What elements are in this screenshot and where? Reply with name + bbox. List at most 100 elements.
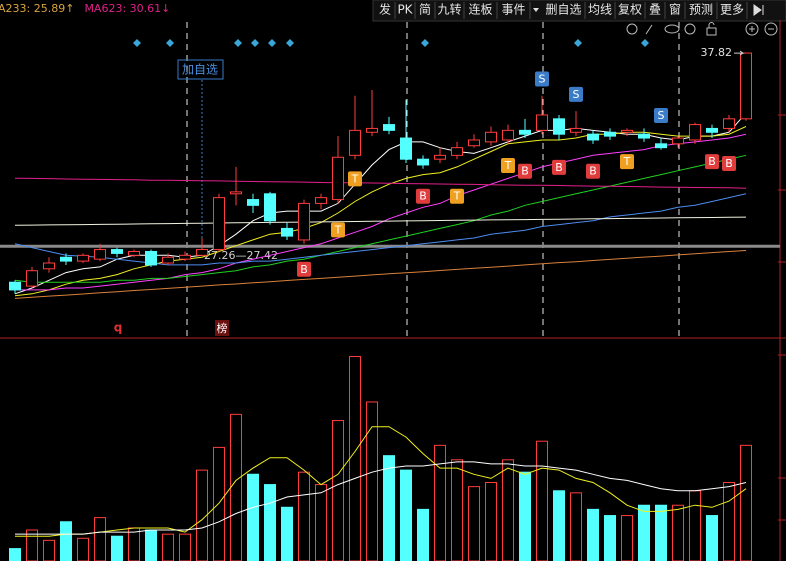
signal-label[interactable]: B xyxy=(521,165,529,178)
signal-label[interactable]: S xyxy=(539,72,546,85)
ma-line xyxy=(14,154,747,283)
watchlist-box[interactable] xyxy=(177,59,224,80)
signal-label[interactable]: B xyxy=(725,157,733,170)
rank-label[interactable]: 榜 xyxy=(217,321,228,335)
signal-marker[interactable]: B xyxy=(297,261,311,277)
toolbar-button[interactable]: 复权 xyxy=(618,3,642,17)
candle-body xyxy=(26,270,38,287)
candle-body xyxy=(672,137,684,145)
candle-body xyxy=(604,131,616,137)
signal-box[interactable] xyxy=(552,159,566,175)
volume-bar xyxy=(519,471,531,561)
toolbar-expand[interactable] xyxy=(753,4,764,16)
ma-line xyxy=(15,461,747,535)
toolbar-button[interactable]: 事件 xyxy=(501,3,525,17)
signal-marker[interactable]: B xyxy=(518,163,532,179)
candle-body xyxy=(162,256,174,264)
signal-marker[interactable]: B xyxy=(552,159,566,175)
signal-marker[interactable]: T xyxy=(450,188,464,204)
volume-bar xyxy=(502,459,514,561)
signal-box[interactable] xyxy=(297,261,311,277)
signal-marker[interactable]: S xyxy=(569,86,583,102)
candle-body xyxy=(77,254,89,262)
signal-box[interactable] xyxy=(416,188,430,204)
signal-box[interactable] xyxy=(518,163,532,179)
candle-body xyxy=(281,227,293,237)
signal-box[interactable] xyxy=(535,71,549,87)
toolbar-button[interactable]: 窗 xyxy=(669,3,681,17)
signal-box[interactable] xyxy=(722,156,736,172)
signal-box[interactable] xyxy=(620,154,634,170)
candle-body xyxy=(179,254,191,260)
candle-body xyxy=(43,262,55,270)
signal-box[interactable] xyxy=(501,157,515,173)
signal-marker[interactable]: S xyxy=(535,71,549,87)
signal-box[interactable] xyxy=(569,86,583,102)
volume-bar xyxy=(451,459,463,561)
signal-label[interactable]: B xyxy=(419,190,427,203)
signal-label[interactable]: T xyxy=(453,190,461,203)
toolbar-button[interactable]: PK xyxy=(397,3,413,17)
volume-bar xyxy=(740,444,752,561)
candle-body xyxy=(94,249,106,260)
watchlist-label[interactable]: 加自选 xyxy=(182,63,218,77)
candle-body xyxy=(230,191,242,195)
signal-label[interactable]: T xyxy=(504,159,512,172)
signal-marker[interactable]: B xyxy=(705,154,719,170)
candle-body xyxy=(740,52,752,120)
signal-marker[interactable]: T xyxy=(348,171,362,187)
signal-label[interactable]: T xyxy=(351,172,359,185)
candle-body xyxy=(366,127,378,133)
toolbar-button[interactable]: 叠 xyxy=(649,3,661,17)
signal-label[interactable]: B xyxy=(708,155,716,168)
signal-box[interactable] xyxy=(654,107,668,123)
candle-body xyxy=(332,156,344,201)
signal-label[interactable]: T xyxy=(623,155,631,168)
signal-marker[interactable]: B xyxy=(416,188,430,204)
signal-label[interactable]: S xyxy=(658,109,665,122)
q-label: q xyxy=(114,321,123,335)
signal-marker[interactable]: T xyxy=(620,154,634,170)
signal-box[interactable] xyxy=(705,154,719,170)
volume-bar xyxy=(264,484,276,561)
candle-body xyxy=(587,133,599,141)
signal-label[interactable]: S xyxy=(573,88,580,101)
toolbar-button[interactable]: 九转 xyxy=(437,2,461,17)
signal-box[interactable] xyxy=(348,171,362,187)
volume-bar xyxy=(383,455,395,561)
toolbar-button[interactable]: 更多 xyxy=(720,3,744,17)
signal-box[interactable] xyxy=(586,163,600,179)
signal-marker[interactable]: T xyxy=(331,222,345,238)
candle-body xyxy=(145,250,157,266)
candle-body xyxy=(196,249,208,256)
signal-label[interactable]: T xyxy=(334,223,342,236)
toolbar-button[interactable]: 发 xyxy=(379,2,391,17)
event-markers[interactable] xyxy=(133,39,649,47)
max-price-arrow xyxy=(734,50,745,56)
signal-label[interactable]: B xyxy=(589,165,597,178)
candle-body xyxy=(383,124,395,131)
candle-body xyxy=(689,124,701,141)
signal-marker[interactable]: B xyxy=(586,163,600,179)
toolbar-button[interactable]: 预测 xyxy=(689,3,713,17)
signal-marker[interactable]: S xyxy=(654,107,668,123)
toolbar-dropdown[interactable] xyxy=(533,8,539,12)
signal-label[interactable]: B xyxy=(555,161,563,174)
volume-bar xyxy=(400,469,412,561)
ma-line xyxy=(14,250,747,299)
signal-marker[interactable]: T xyxy=(501,157,515,173)
signal-marker[interactable]: B xyxy=(722,156,736,172)
toolbar-button[interactable]: 均线 xyxy=(588,3,612,17)
signal-label[interactable]: B xyxy=(300,263,308,276)
volume-bar xyxy=(604,515,616,561)
signal-box[interactable] xyxy=(331,222,345,238)
toolbar-button[interactable]: 连板 xyxy=(468,2,492,17)
tool-icons[interactable] xyxy=(626,22,778,36)
candle-body xyxy=(451,147,463,156)
toolbar-button[interactable]: 删自选 xyxy=(545,3,581,17)
candle-body xyxy=(298,202,310,241)
toolbar-button[interactable]: 简 xyxy=(419,3,431,17)
candle-body xyxy=(553,118,565,135)
signal-box[interactable] xyxy=(450,188,464,204)
